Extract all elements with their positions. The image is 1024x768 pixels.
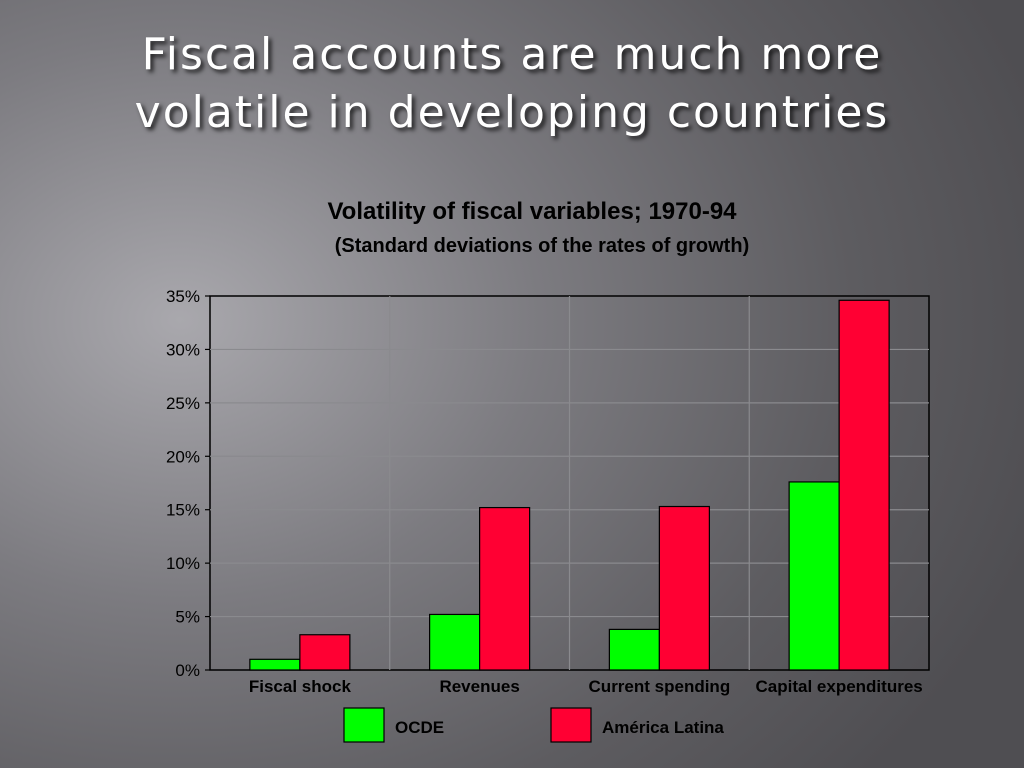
y-tick-label: 5% — [175, 608, 200, 627]
x-category-label: Capital expenditures — [756, 677, 923, 696]
y-tick-label: 30% — [166, 340, 200, 359]
y-tick-label: 20% — [166, 447, 200, 466]
chart-subtitle: (Standard deviations of the rates of gro… — [334, 235, 750, 257]
y-tick-label: 15% — [166, 501, 200, 520]
bar-ocde-0 — [249, 658, 301, 671]
legend: OCDE América Latina — [343, 707, 724, 743]
bar-am-rica-latina-2 — [658, 505, 710, 671]
bar-ocde-2 — [608, 628, 660, 671]
bar-am-rica-latina-0 — [299, 634, 351, 671]
slide-title-line-2: volatile in developing countries — [134, 87, 890, 138]
bars — [249, 299, 890, 671]
x-axis-categories: Fiscal shock Revenues Current spending Capi… — [249, 677, 923, 696]
bar-ocde-1 — [429, 613, 481, 671]
x-category-label: Fiscal shock — [249, 677, 352, 696]
x-category-label: Current spending — [589, 677, 731, 696]
slide-title: Fiscal accounts are much more volatile i… — [0, 26, 1024, 142]
y-tick-label: 0% — [175, 661, 200, 680]
y-axis-ticks: 0% 5% 10% 15% 20% 25% 30% 35% — [166, 287, 210, 680]
legend-label: América Latina — [602, 718, 724, 737]
legend-label: OCDE — [395, 718, 444, 737]
bar-am-rica-latina-1 — [479, 506, 531, 671]
x-category-label: Revenues — [439, 677, 519, 696]
bar-am-rica-latina-3 — [838, 299, 890, 671]
y-tick-label: 35% — [166, 287, 200, 306]
legend-swatch — [343, 707, 385, 743]
chart-title: Volatility of fiscal variables; 1970-94 — [327, 198, 737, 225]
slide-title-line-1: Fiscal accounts are much more — [141, 29, 883, 80]
y-tick-label: 25% — [166, 394, 200, 413]
legend-swatch — [550, 707, 592, 743]
bar-ocde-3 — [788, 481, 840, 671]
y-tick-label: 10% — [166, 554, 200, 573]
